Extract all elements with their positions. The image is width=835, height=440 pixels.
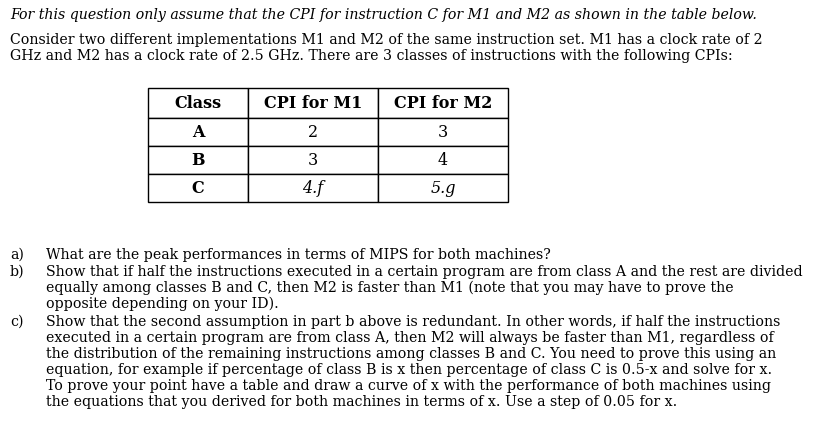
Bar [148, 118, 248, 146]
Text: B: B [191, 151, 205, 169]
Text: c): c) [10, 315, 23, 329]
Text: CPI for M1: CPI for M1 [264, 95, 362, 111]
Text: Consider two different implementations M1 and M2 of the same instruction set. M1: Consider two different implementations M… [10, 33, 762, 47]
Text: Show that if half the instructions executed in a certain program are from class : Show that if half the instructions execu… [46, 265, 802, 279]
Text: 3: 3 [438, 124, 448, 140]
Bar [378, 174, 508, 202]
Bar [378, 146, 508, 174]
Text: GHz and M2 has a clock rate of 2.5 GHz. There are 3 classes of instructions with: GHz and M2 has a clock rate of 2.5 GHz. … [10, 49, 733, 63]
Bar [378, 118, 508, 146]
Text: 2: 2 [308, 124, 318, 140]
Text: 4.f: 4.f [302, 180, 324, 197]
Bar [148, 146, 248, 174]
Bar [248, 88, 378, 118]
Text: For this question only assume that the CPI for instruction C for M1 and M2 as sh: For this question only assume that the C… [10, 8, 757, 22]
Text: opposite depending on your ID).: opposite depending on your ID). [46, 297, 279, 312]
Text: What are the peak performances in terms of MIPS for both machines?: What are the peak performances in terms … [46, 248, 551, 262]
Text: A: A [192, 124, 205, 140]
Text: equation, for example if percentage of class B is x then percentage of class C i: equation, for example if percentage of c… [46, 363, 772, 377]
Text: the distribution of the remaining instructions among classes B and C. You need t: the distribution of the remaining instru… [46, 347, 777, 361]
Text: executed in a certain program are from class A, then M2 will always be faster th: executed in a certain program are from c… [46, 331, 774, 345]
Text: To prove your point have a table and draw a curve of x with the performance of b: To prove your point have a table and dra… [46, 379, 771, 393]
Text: the equations that you derived for both machines in terms of x. Use a step of 0.: the equations that you derived for both … [46, 395, 677, 409]
Bar [248, 174, 378, 202]
Text: Show that the second assumption in part b above is redundant. In other words, if: Show that the second assumption in part … [46, 315, 781, 329]
Text: a): a) [10, 248, 24, 262]
Bar [248, 146, 378, 174]
Text: Class: Class [175, 95, 221, 111]
Text: 5.g: 5.g [430, 180, 456, 197]
Bar [378, 88, 508, 118]
Text: b): b) [10, 265, 24, 279]
Text: C: C [191, 180, 205, 197]
Text: 4: 4 [438, 151, 448, 169]
Text: equally among classes B and C, then M2 is faster than M1 (note that you may have: equally among classes B and C, then M2 i… [46, 281, 734, 295]
Text: 3: 3 [308, 151, 318, 169]
Text: CPI for M2: CPI for M2 [394, 95, 492, 111]
Bar [248, 118, 378, 146]
Bar [148, 88, 248, 118]
Bar [148, 174, 248, 202]
